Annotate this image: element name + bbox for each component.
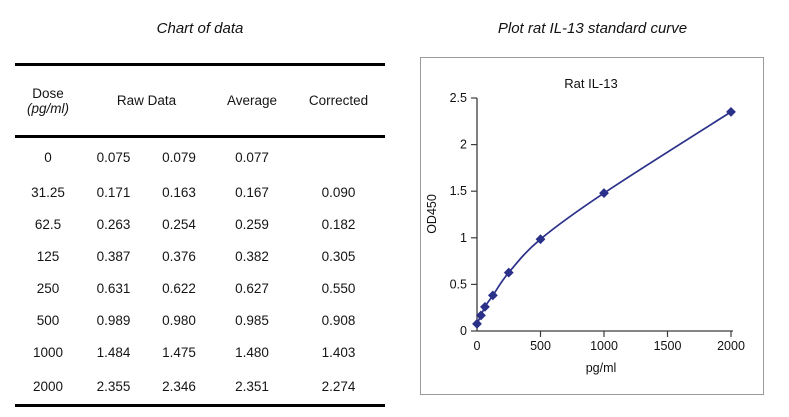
y-tick-label: 2 xyxy=(460,138,467,152)
cell-raw2: 0.376 xyxy=(162,248,196,264)
cell-average: 0.167 xyxy=(235,184,269,200)
cell-raw1: 0.387 xyxy=(96,248,131,264)
cell-raw2: 0.980 xyxy=(162,312,196,328)
y-tick-label: 0 xyxy=(460,324,467,338)
cell-raw1: 2.355 xyxy=(81,368,146,407)
cell-average: 2.351 xyxy=(212,368,292,407)
table-row: 0 0.075 0.079 0.077 xyxy=(15,137,385,177)
cell-corrected: 0.305 xyxy=(321,248,356,264)
x-tick-label: 500 xyxy=(530,339,551,353)
column-header-dose: Dose (pg/ml) xyxy=(15,64,81,138)
data-point-marker xyxy=(599,188,609,198)
table-row: 2000 2.355 2.346 2.351 2.274 xyxy=(15,368,385,407)
cell-dose: 62.5 xyxy=(34,216,62,232)
cell-raw2: 0.622 xyxy=(162,280,196,296)
cell-average: 0.627 xyxy=(235,280,269,296)
cell-average: 0.259 xyxy=(235,216,269,232)
cell-average: 0.077 xyxy=(235,149,269,165)
cell-raw1: 0.263 xyxy=(96,216,131,232)
data-point-marker xyxy=(472,318,482,329)
cell-raw1: 0.171 xyxy=(96,184,131,200)
data-point-marker xyxy=(535,234,546,245)
data-table: Dose (pg/ml) Raw Data Average Corrected … xyxy=(15,63,385,407)
cell-raw2: 0.163 xyxy=(162,184,196,200)
cell-corrected: 2.274 xyxy=(292,368,385,407)
column-header-raw-data: Raw Data xyxy=(81,64,212,138)
data-point-marker xyxy=(476,310,486,321)
standard-curve-line xyxy=(476,111,732,325)
standard-curve-chart: Rat IL-13 0 0.5 1 1.5 2 2.5 0 500 1000 1500 2000 pg/… xyxy=(420,57,764,395)
y-tick-label: 1 xyxy=(460,231,467,245)
y-tick-label: 1.5 xyxy=(450,184,467,198)
cell-corrected: 0.182 xyxy=(321,216,356,232)
chart-inner-title: Rat IL-13 xyxy=(564,76,617,91)
cell-raw1: 0.989 xyxy=(96,312,131,328)
table-row: 500 0.989 0.980 0.985 0.908 xyxy=(15,304,385,336)
cell-average: 0.382 xyxy=(235,248,269,264)
x-tick-label: 0 xyxy=(474,339,481,353)
x-axis-label: pg/ml xyxy=(586,361,617,375)
table-row: 125 0.387 0.376 0.382 0.305 xyxy=(15,240,385,272)
cell-corrected: 0.908 xyxy=(321,312,356,328)
data-table-header: Dose (pg/ml) Raw Data Average Corrected xyxy=(15,64,385,138)
cell-average: 0.985 xyxy=(235,312,269,328)
cell-corrected: 0.090 xyxy=(321,184,356,200)
cell-raw1: 0.631 xyxy=(96,280,131,296)
cell-raw1: 0.075 xyxy=(96,149,131,165)
data-point-marker xyxy=(480,301,490,312)
table-row: 31.25 0.171 0.163 0.167 0.090 xyxy=(15,176,385,208)
cell-dose: 1000 xyxy=(32,344,64,360)
cell-dose: 2000 xyxy=(15,368,81,407)
cell-corrected xyxy=(292,137,385,177)
data-table-body: 0 0.075 0.079 0.077 31.25 0.171 0.163 0.167 0.09… xyxy=(15,137,385,407)
column-header-corrected: Corrected xyxy=(292,64,385,138)
data-point-marker xyxy=(503,267,514,278)
cell-raw2: 0.254 xyxy=(162,216,196,232)
dose-label: Dose xyxy=(32,85,64,101)
x-tick-label: 1500 xyxy=(654,339,682,353)
y-axis-label: OD450 xyxy=(425,194,439,234)
standard-curve-svg: Rat IL-13 0 0.5 1 1.5 2 2.5 0 500 1000 1500 2000 pg/… xyxy=(425,76,745,375)
cell-raw1: 1.484 xyxy=(96,344,131,360)
table-row: 250 0.631 0.622 0.627 0.550 xyxy=(15,272,385,304)
y-tick-label: 0.5 xyxy=(450,277,467,291)
cell-dose: 500 xyxy=(36,312,60,328)
data-point-marker xyxy=(487,290,498,301)
data-point-marker xyxy=(726,106,736,117)
x-tick-label: 2000 xyxy=(717,339,745,353)
header-row: Dose (pg/ml) Raw Data Average Corrected xyxy=(15,64,385,138)
chart-title: Plot rat IL-13 standard curve xyxy=(497,20,688,37)
table-row: 62.5 0.263 0.254 0.259 0.182 xyxy=(15,208,385,240)
table-row: 1000 1.484 1.475 1.480 1.403 xyxy=(15,336,385,368)
x-tick-label: 1000 xyxy=(590,339,618,353)
table-title: Chart of data xyxy=(156,20,244,37)
column-header-average: Average xyxy=(212,64,292,138)
cell-corrected: 0.550 xyxy=(321,280,356,296)
cell-raw2: 2.346 xyxy=(146,368,212,407)
cell-dose: 0 xyxy=(44,149,52,165)
cell-raw2: 1.475 xyxy=(162,344,196,360)
cell-corrected: 1.403 xyxy=(321,344,356,360)
cell-raw2: 0.079 xyxy=(162,149,196,165)
cell-average: 1.480 xyxy=(235,344,269,360)
cell-dose: 125 xyxy=(36,248,60,264)
dose-unit-label: (pg/ml) xyxy=(26,100,69,116)
y-tick-label: 2.5 xyxy=(450,91,467,105)
cell-dose: 250 xyxy=(36,280,60,296)
cell-dose: 31.25 xyxy=(31,184,65,200)
